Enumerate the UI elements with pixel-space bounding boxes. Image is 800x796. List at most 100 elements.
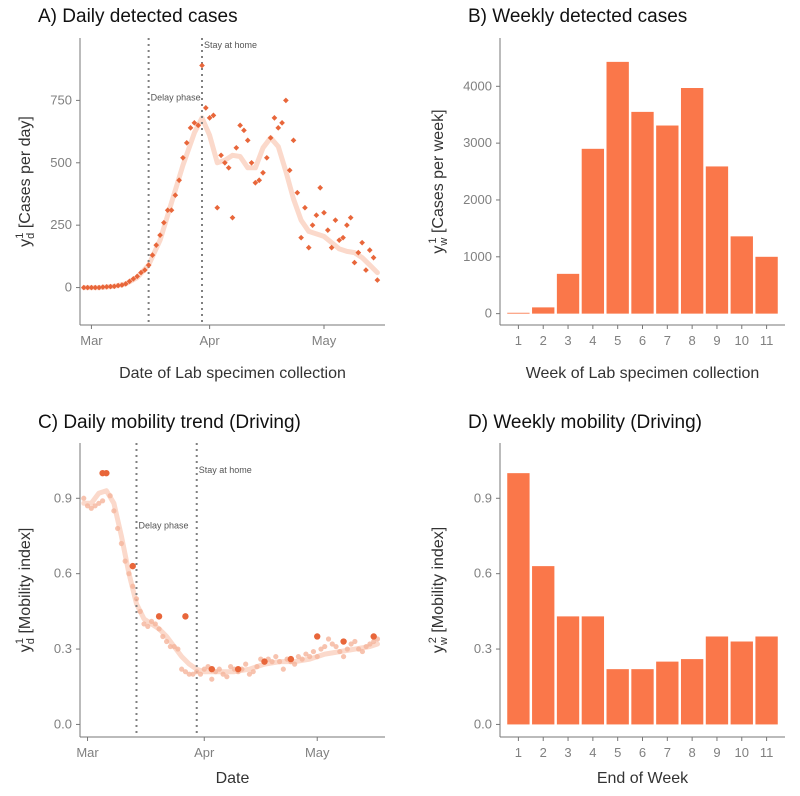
data-point [175, 646, 181, 652]
data-point [233, 144, 240, 151]
data-point [309, 222, 316, 229]
data-point [366, 247, 373, 253]
x-tick-label: 8 [689, 333, 696, 348]
data-point [88, 284, 95, 291]
data-point [321, 209, 327, 216]
data-point [333, 643, 339, 650]
y-axis-title-rest: [Cases per day] [17, 116, 34, 233]
data-point [237, 122, 243, 129]
data-point [194, 669, 200, 675]
y-axis-title-sub: w [438, 637, 450, 646]
data-point [126, 278, 133, 285]
data-point [355, 249, 362, 256]
data-point [303, 651, 309, 657]
x-tick-label: 5 [614, 333, 621, 348]
data-point [290, 137, 297, 144]
x-tick-label: 3 [564, 745, 571, 760]
data-point [92, 284, 99, 291]
y-tick-label: 250 [50, 217, 72, 232]
weekly-point [287, 655, 295, 663]
x-tick-label: Apr [200, 333, 221, 348]
bar [680, 659, 704, 725]
data-point [314, 653, 320, 660]
data-point [225, 164, 232, 171]
annotation-label: Delay phase [138, 520, 188, 530]
data-point [260, 169, 266, 176]
data-point [80, 284, 87, 291]
data-point [111, 283, 118, 290]
data-point [279, 120, 285, 126]
data-point [256, 177, 263, 184]
y-axis-title-sup: 2 [427, 637, 439, 643]
y-tick-label: 0.0 [474, 716, 492, 731]
data-point [224, 674, 230, 680]
data-point [352, 638, 358, 645]
data-point [206, 115, 213, 121]
x-tick-label: 4 [589, 333, 596, 348]
data-point [244, 137, 251, 144]
data-point [182, 669, 189, 675]
weekly-point [129, 562, 136, 570]
bar [532, 566, 555, 725]
data-point [359, 239, 365, 246]
data-point [133, 596, 140, 602]
weekly-point [103, 469, 110, 477]
panel-a: A) Daily detected cases Date of Lab speci… [14, 6, 385, 382]
x-tick-label: 4 [589, 745, 596, 760]
data-point [241, 127, 247, 134]
weekly-point [261, 658, 268, 665]
x-axis-title: Date [216, 770, 250, 787]
bar [556, 616, 580, 725]
y-tick-label: 500 [50, 155, 72, 170]
y-axis-title-main: y [430, 246, 447, 254]
x-tick-label: Apr [194, 745, 215, 760]
data-point [324, 227, 331, 233]
data-point [141, 621, 147, 627]
bar [730, 236, 753, 314]
data-point [299, 656, 305, 662]
weekly-point [208, 665, 215, 673]
bar [581, 148, 605, 314]
data-point [305, 244, 312, 251]
bar [755, 256, 778, 314]
data-point [122, 280, 129, 287]
data-point [269, 659, 275, 665]
data-point [283, 97, 289, 104]
data-point [199, 62, 205, 69]
bar [656, 661, 679, 725]
data-point [229, 214, 236, 221]
data-point [148, 618, 155, 625]
x-tick-label: 5 [614, 745, 621, 760]
x-axis-title: End of Week [597, 770, 689, 787]
y-axis-title: yw2 [Mobility index] [427, 527, 450, 653]
data-point [210, 112, 217, 119]
data-point [149, 252, 156, 258]
y-tick-label: 0.3 [54, 641, 72, 656]
y-axis-title-main: y [17, 644, 34, 652]
y-axis-title-sub: d [25, 233, 37, 239]
data-point [325, 636, 332, 642]
data-point [202, 105, 209, 111]
data-point [145, 262, 152, 268]
data-point [191, 120, 198, 126]
data-point [179, 666, 185, 672]
bar [656, 125, 679, 314]
data-point [160, 633, 166, 640]
data-point [328, 244, 335, 251]
data-point [118, 540, 125, 547]
x-tick-label: 11 [760, 333, 774, 348]
x-tick-label: 11 [760, 745, 774, 760]
y-tick-label: 2000 [463, 192, 492, 207]
weekly-point [314, 633, 321, 640]
y-axis-title-sup: 1 [14, 233, 26, 239]
x-tick-label: 6 [639, 333, 646, 348]
data-point [298, 234, 304, 241]
data-point [246, 671, 253, 677]
data-point [370, 254, 377, 261]
x-tick-label: 2 [540, 333, 547, 348]
y-tick-label: 1000 [463, 249, 492, 264]
data-point [332, 217, 339, 224]
bar [705, 166, 729, 314]
data-point [171, 643, 177, 650]
annotation-label: Stay at home [199, 465, 252, 475]
